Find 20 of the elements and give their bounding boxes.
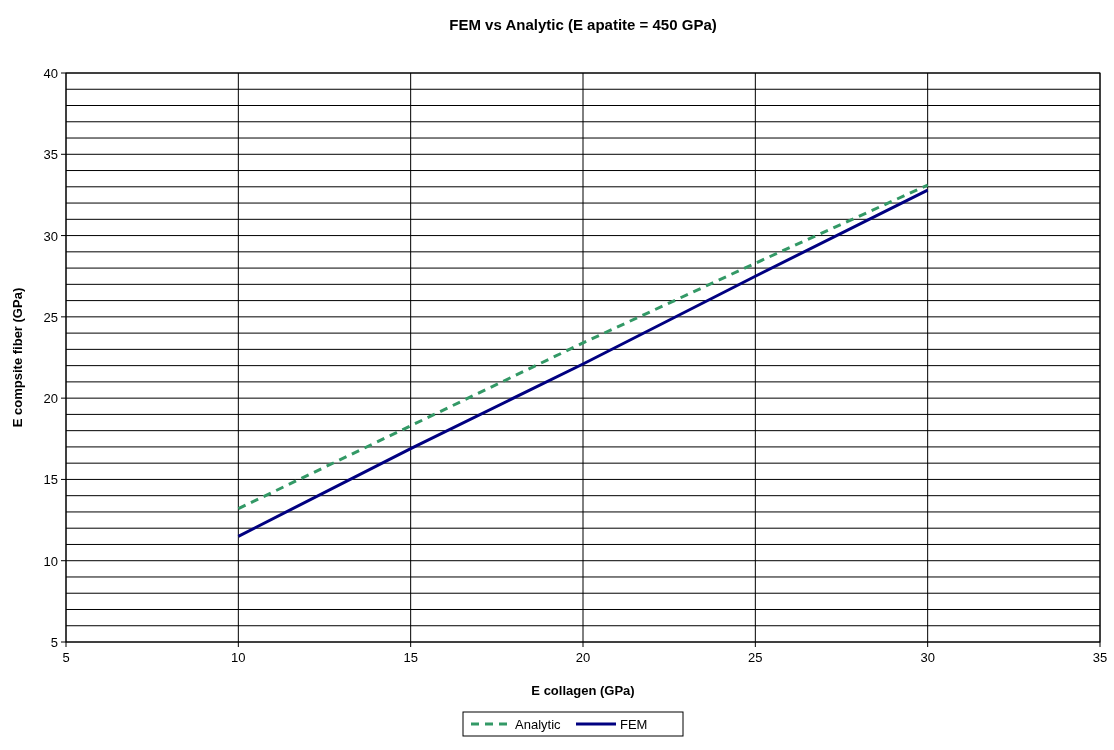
x-tick-label: 25 bbox=[748, 650, 763, 665]
x-tick-label: 20 bbox=[575, 650, 591, 665]
x-tick-label: 5 bbox=[62, 650, 70, 665]
y-tick-label: 35 bbox=[43, 147, 58, 163]
x-tick-label: 30 bbox=[920, 650, 935, 665]
y-tick-label: 5 bbox=[50, 635, 58, 650]
y-axis-title: E compsite fiber (GPa) bbox=[10, 287, 25, 428]
x-tick-label: 35 bbox=[1092, 650, 1108, 665]
y-tick-label: 10 bbox=[43, 553, 58, 569]
y-tick-label: 30 bbox=[43, 228, 58, 244]
legend-label: Analytic bbox=[515, 717, 562, 732]
x-tick-label: 15 bbox=[403, 650, 418, 665]
legend-label: FEM bbox=[620, 717, 648, 732]
x-axis-title: E collagen (GPa) bbox=[531, 683, 635, 698]
x-tick-label: 10 bbox=[231, 650, 246, 665]
y-tick-label: 15 bbox=[43, 472, 58, 488]
y-tick-label: 20 bbox=[43, 391, 58, 407]
y-tick-label: 25 bbox=[43, 309, 58, 325]
y-tick-label: 40 bbox=[43, 66, 58, 81]
chart-title: FEM vs Analytic (E apatite = 450 GPa) bbox=[449, 16, 717, 33]
